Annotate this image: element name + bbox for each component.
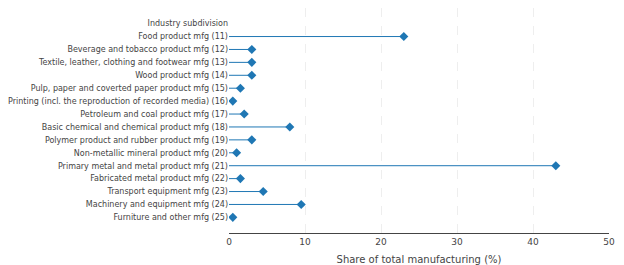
- svg-text:Wood product mfg (14): Wood product mfg (14): [135, 71, 228, 80]
- svg-text:Primary metal and metal produc: Primary metal and metal product mfg (21): [58, 162, 228, 171]
- svg-text:Petroleum and coal product mfg: Petroleum and coal product mfg (17): [80, 110, 228, 119]
- svg-text:50: 50: [603, 237, 615, 247]
- svg-text:10: 10: [299, 237, 311, 247]
- svg-text:Non-metallic mineral product m: Non-metallic mineral product mfg (20): [74, 149, 228, 158]
- svg-text:40: 40: [527, 237, 539, 247]
- svg-text:Printing (incl. the reproducti: Printing (incl. the reproduction of reco…: [8, 97, 228, 106]
- svg-text:20: 20: [375, 237, 387, 247]
- svg-text:Food product mfg (11): Food product mfg (11): [138, 32, 228, 41]
- svg-text:Polymer product and rubber pro: Polymer product and rubber product mfg (…: [45, 136, 228, 145]
- svg-text:Beverage and tobacco product m: Beverage and tobacco product mfg (12): [67, 45, 228, 54]
- svg-text:Textile, leather, clothing and: Textile, leather, clothing and footwear …: [38, 58, 228, 67]
- svg-text:Fabricated metal product mfg (: Fabricated metal product mfg (22): [90, 174, 228, 183]
- svg-text:Furniture and other mfg (25): Furniture and other mfg (25): [113, 213, 228, 222]
- svg-text:Share of total manufacturing (: Share of total manufacturing (%): [337, 254, 502, 265]
- svg-text:30: 30: [451, 237, 463, 247]
- svg-text:Machinery and equipment mfg (2: Machinery and equipment mfg (24): [86, 200, 228, 209]
- svg-text:Transport equipment mfg (23): Transport equipment mfg (23): [106, 187, 228, 196]
- svg-text:Industry subdivision: Industry subdivision: [148, 19, 228, 28]
- svg-text:Pulp, paper and coverted paper: Pulp, paper and coverted paper product m…: [31, 84, 228, 93]
- svg-text:0: 0: [226, 237, 232, 247]
- svg-text:Basic chemical and chemical pr: Basic chemical and chemical product mfg …: [42, 123, 228, 132]
